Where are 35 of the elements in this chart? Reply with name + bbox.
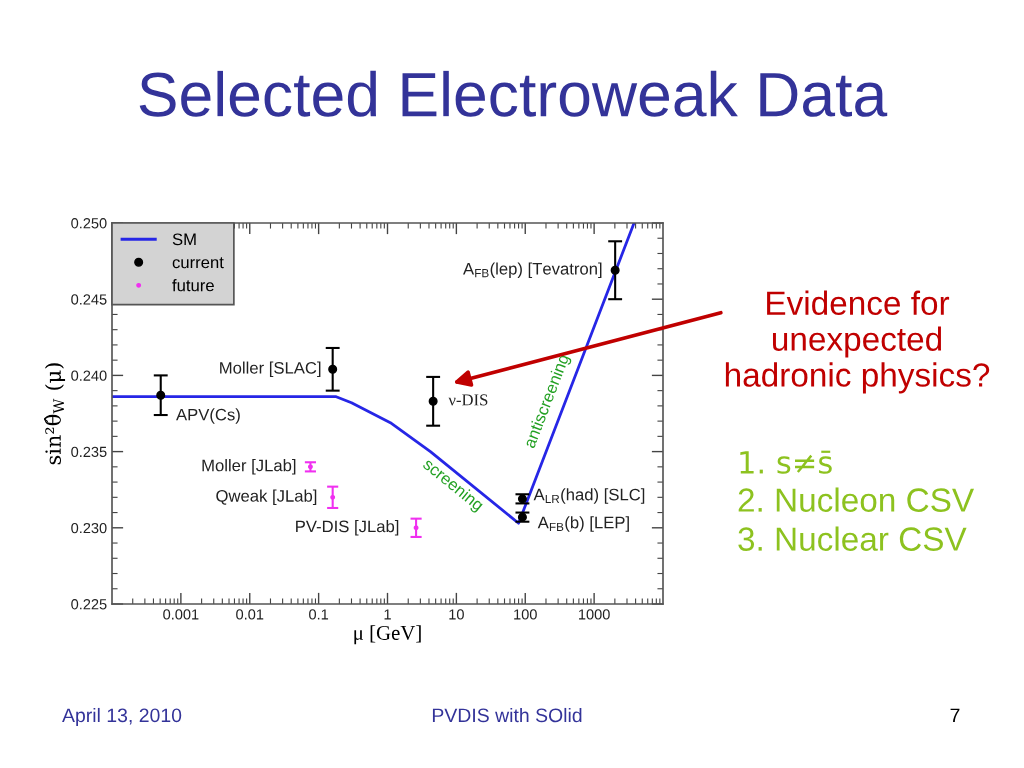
y-tick-label: 0.235	[71, 446, 107, 458]
text: PVDIS with SOlid	[432, 707, 582, 723]
text: 7	[950, 708, 960, 723]
x-tick-label: 0.1	[309, 609, 329, 620]
chart-title: Selected Electroweak Data	[139, 70, 888, 117]
x-axis-title: μ [GeV]	[354, 625, 421, 645]
legend-label: SM	[172, 233, 196, 246]
annotation: Moller [JLab]	[202, 459, 296, 475]
annotation: ν-DIS	[448, 394, 488, 406]
annotation: A$_{FB}$(lep) [Tevatron]	[463, 262, 602, 278]
x-tick-label: 1000	[579, 609, 610, 620]
text: 2. Nucleon CSV	[738, 487, 975, 512]
text: 1. s≠s̄	[740, 450, 832, 474]
annotation: Moller [SLAC]	[220, 361, 321, 378]
x-tick-label: 10	[449, 609, 464, 620]
text: April 13, 2010	[62, 707, 182, 727]
y-tick-label: 0.250	[71, 218, 107, 229]
y-axis-title: sin²θ̂$_{W}$ (μ)	[44, 363, 66, 465]
x-tick-label: 1	[384, 609, 391, 620]
annotation: A$_{FB}$(b) [LEP]	[537, 516, 629, 532]
x-tick-label: 0.001	[163, 609, 199, 620]
y-tick-label: 0.230	[71, 522, 107, 534]
annotation: APV(Cs)	[176, 408, 240, 424]
x-tick-label: 100	[514, 609, 537, 620]
annotation: Qweak [JLab]	[216, 489, 317, 506]
text: 3. Nuclear CSV	[738, 526, 967, 551]
text: Evidence for unexpected hadronic physics?	[725, 290, 990, 394]
x-tick-label: 0.01	[236, 609, 264, 620]
legend-label: current	[172, 257, 224, 269]
annotation: PV-DIS [JLab]	[296, 520, 399, 536]
legend-label: future	[172, 279, 214, 292]
y-tick-label: 0.225	[71, 599, 107, 610]
y-tick-label: 0.240	[71, 370, 107, 381]
y-tick-label: 0.245	[71, 294, 107, 305]
annotation: A$_{LR}$(had) [SLC]	[533, 488, 645, 504]
